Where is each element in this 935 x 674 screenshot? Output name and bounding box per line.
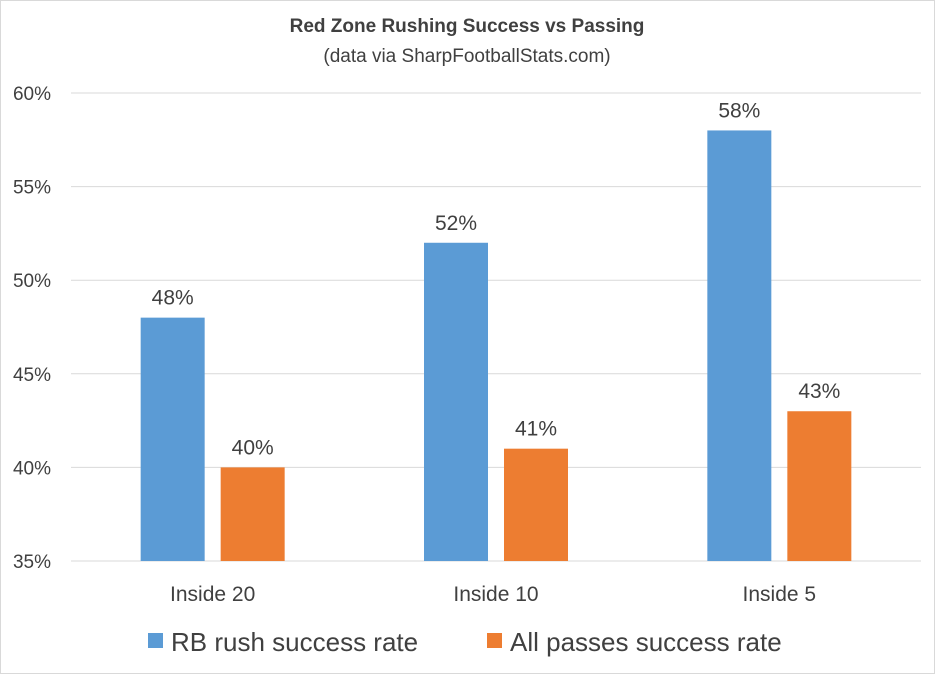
data-label: 40% <box>232 436 274 459</box>
y-axis: 35% 40% 45% 50% 55% 60% <box>13 84 51 573</box>
y-tick-label: 45% <box>13 365 51 386</box>
bar <box>424 242 488 561</box>
y-tick-label: 35% <box>13 552 51 573</box>
data-label: 58% <box>718 99 760 122</box>
y-tick-label: 40% <box>13 458 51 479</box>
chart-title: Red Zone Rushing Success vs Passing <box>290 16 645 37</box>
bar <box>707 130 772 561</box>
data-label: 48% <box>152 287 194 310</box>
data-label: 52% <box>435 212 477 235</box>
x-axis: Inside 20 Inside 10 Inside 5 <box>170 583 816 606</box>
bars <box>140 130 852 561</box>
chart-subtitle: (data via SharpFootballStats.com) <box>323 46 610 67</box>
legend-label: All passes success rate <box>510 627 782 657</box>
y-tick-label: 55% <box>13 178 51 199</box>
data-labels: 48% 40% 52% 41% 58% 43% <box>152 99 841 459</box>
legend: RB rush success rate All passes success r… <box>148 627 782 657</box>
x-tick-label: Inside 20 <box>170 583 255 606</box>
data-label: 41% <box>515 418 557 441</box>
x-tick-label: Inside 5 <box>743 583 817 606</box>
y-tick-label: 50% <box>13 271 51 292</box>
legend-label: RB rush success rate <box>171 627 418 657</box>
bar <box>220 467 285 561</box>
bar <box>787 411 852 561</box>
bar <box>140 317 205 561</box>
y-tick-label: 60% <box>13 84 51 105</box>
legend-swatch <box>148 633 163 648</box>
x-tick-label: Inside 10 <box>453 583 538 606</box>
bar <box>504 448 568 561</box>
gridlines <box>71 92 921 562</box>
legend-swatch <box>487 633 502 648</box>
data-label: 43% <box>798 380 840 403</box>
